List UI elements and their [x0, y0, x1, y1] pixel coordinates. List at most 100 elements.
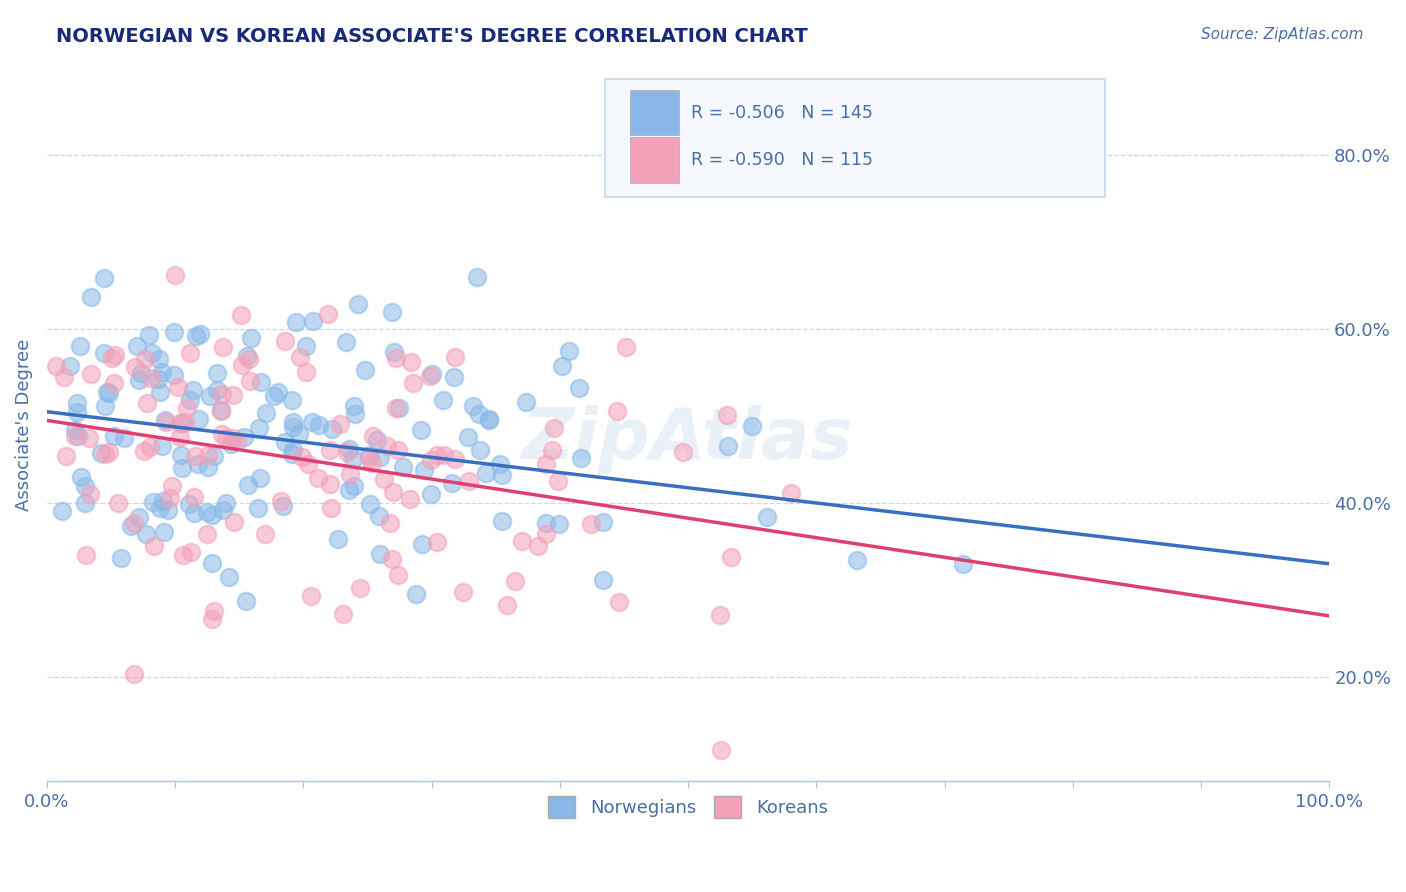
Point: [201, 508, 224, 522]
Point: [337, 483, 360, 497]
Point: [274, 434, 297, 449]
Point: [382, 345, 405, 359]
Point: [167, 379, 190, 393]
Point: [66, 396, 89, 410]
Point: [122, 516, 145, 530]
Point: [202, 604, 225, 618]
Y-axis label: Associate's Degree: Associate's Degree: [15, 339, 32, 511]
Point: [120, 519, 142, 533]
Point: [779, 486, 801, 500]
Point: [534, 458, 557, 472]
Point: [135, 526, 157, 541]
Point: [150, 365, 173, 379]
Point: [222, 388, 245, 402]
Point: [188, 327, 211, 342]
Point: [349, 581, 371, 595]
Point: [433, 448, 456, 462]
Point: [179, 393, 201, 408]
Point: [197, 505, 219, 519]
Point: [127, 339, 149, 353]
Point: [281, 420, 304, 434]
Point: [281, 447, 304, 461]
Point: [101, 351, 124, 366]
Text: NORWEGIAN VS KOREAN ASSOCIATE'S DEGREE CORRELATION CHART: NORWEGIAN VS KOREAN ASSOCIATE'S DEGREE C…: [56, 27, 808, 45]
Point: [176, 401, 198, 415]
Point: [107, 496, 129, 510]
Point: [710, 743, 733, 757]
Point: [55, 449, 77, 463]
Point: [212, 340, 235, 354]
Point: [149, 385, 172, 400]
Point: [716, 409, 738, 423]
Point: [709, 608, 731, 623]
Text: Source: ZipAtlas.com: Source: ZipAtlas.com: [1201, 27, 1364, 42]
Point: [717, 440, 740, 454]
Point: [432, 392, 454, 407]
Point: [952, 557, 974, 571]
Point: [548, 516, 571, 531]
Point: [318, 306, 340, 320]
Point: [70, 470, 93, 484]
Point: [387, 443, 409, 458]
Point: [157, 503, 180, 517]
Point: [366, 433, 388, 447]
Point: [45, 359, 67, 373]
Point: [163, 268, 186, 282]
Point: [69, 339, 91, 353]
Point: [229, 309, 252, 323]
FancyBboxPatch shape: [630, 136, 679, 183]
Point: [215, 495, 238, 509]
Point: [458, 474, 481, 488]
Point: [308, 418, 330, 433]
Point: [197, 459, 219, 474]
Point: [93, 271, 115, 285]
Point: [534, 526, 557, 541]
Point: [212, 503, 235, 517]
Point: [283, 415, 305, 429]
Point: [614, 340, 637, 354]
Point: [344, 407, 367, 421]
Point: [66, 429, 89, 443]
Point: [339, 442, 361, 456]
Point: [399, 492, 422, 507]
Point: [465, 270, 488, 285]
Point: [170, 448, 193, 462]
Point: [384, 351, 406, 365]
Point: [335, 335, 357, 350]
Point: [222, 515, 245, 529]
Point: [209, 403, 232, 417]
Point: [592, 573, 614, 587]
Point: [112, 431, 135, 445]
Point: [444, 351, 467, 365]
Point: [419, 368, 441, 383]
Point: [149, 501, 172, 516]
Point: [402, 376, 425, 390]
Point: [301, 415, 323, 429]
Point: [93, 346, 115, 360]
Point: [124, 667, 146, 681]
Point: [354, 363, 377, 377]
Point: [236, 349, 259, 363]
Point: [236, 477, 259, 491]
Point: [496, 598, 519, 612]
Point: [291, 450, 314, 464]
Point: [160, 479, 183, 493]
Point: [263, 389, 285, 403]
Point: [457, 430, 479, 444]
Point: [281, 392, 304, 407]
Point: [249, 471, 271, 485]
Point: [187, 457, 209, 471]
Point: [246, 501, 269, 516]
Point: [375, 439, 398, 453]
Point: [181, 383, 204, 397]
Point: [426, 449, 449, 463]
Point: [231, 358, 253, 372]
Point: [183, 506, 205, 520]
Point: [281, 442, 304, 457]
Point: [270, 494, 292, 508]
Point: [321, 500, 343, 515]
Point: [215, 431, 238, 445]
Point: [174, 415, 197, 429]
Point: [80, 290, 103, 304]
Point: [141, 346, 163, 360]
